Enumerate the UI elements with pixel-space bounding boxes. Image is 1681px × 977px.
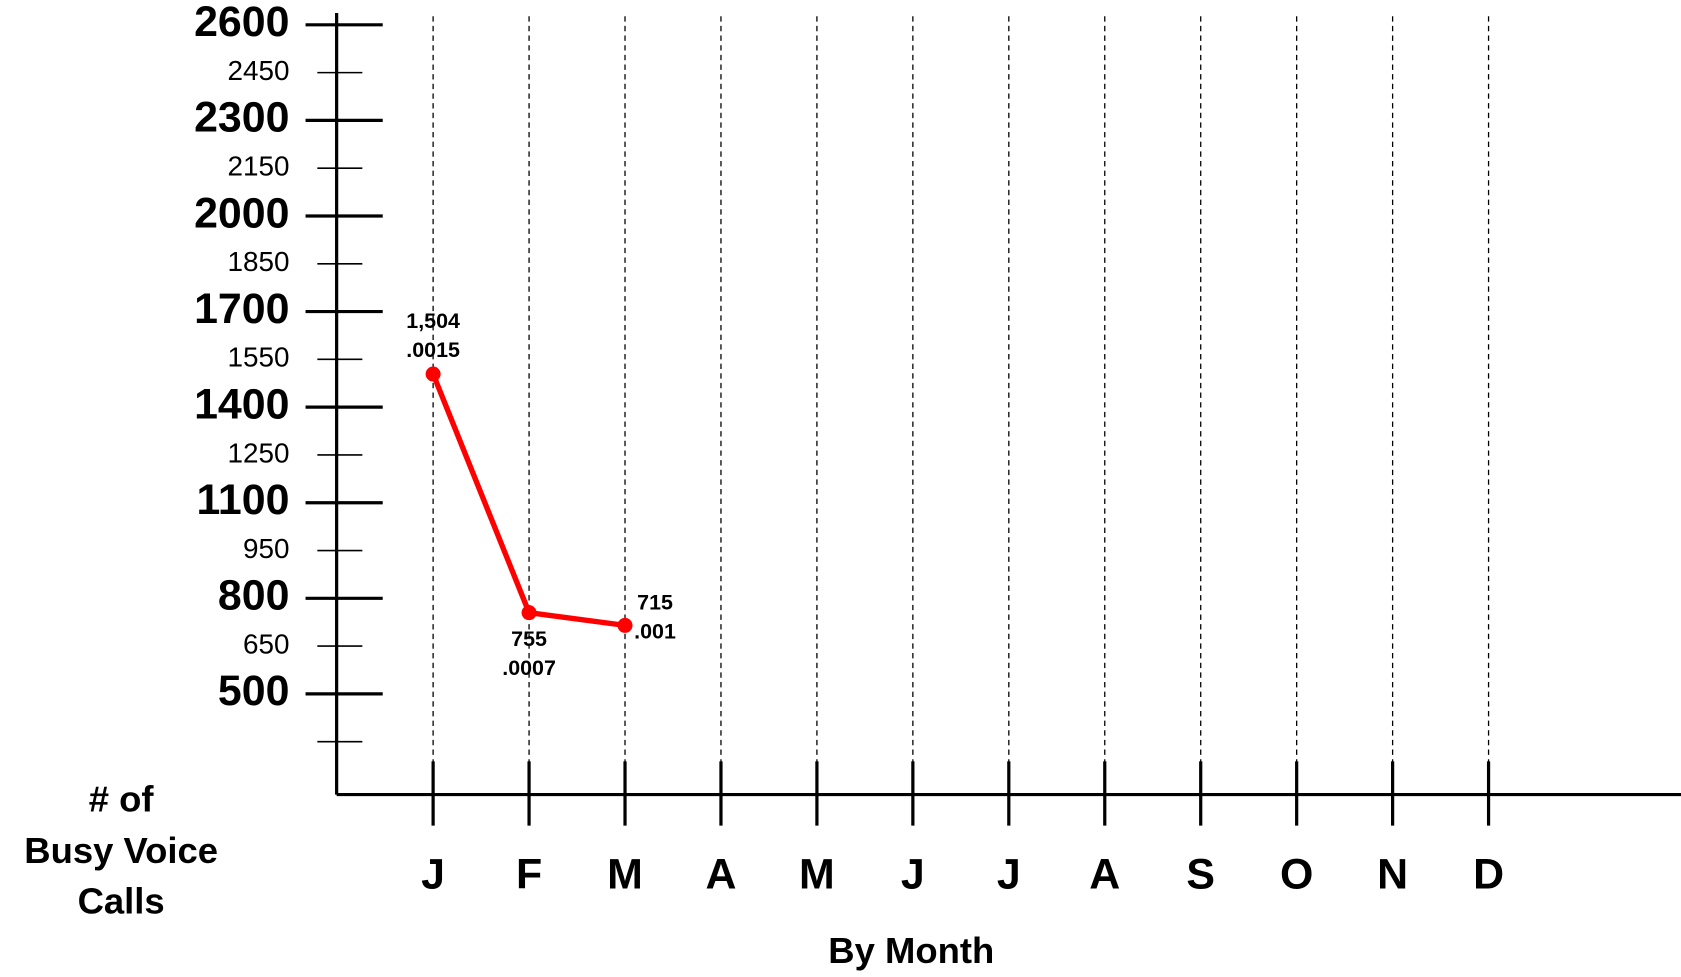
- y-tick-label: 2450: [227, 55, 289, 86]
- value-label: 1,504: [406, 309, 460, 333]
- x-tick-label: J: [997, 850, 1021, 898]
- rate-label: .001: [634, 620, 676, 644]
- y-axis-title: Calls: [78, 881, 165, 922]
- x-tick-label: J: [901, 850, 925, 898]
- x-tick-label: O: [1280, 850, 1313, 898]
- y-tick-label: 1850: [227, 246, 289, 277]
- y-tick-label: 1100: [196, 476, 289, 524]
- rate-label: .0015: [406, 338, 460, 362]
- x-axis-title: By Month: [828, 930, 994, 971]
- y-tick-label: 1250: [227, 437, 289, 468]
- y-tick-label: 2000: [194, 189, 289, 237]
- y-axis-title: # of: [89, 779, 155, 820]
- x-tick-label: A: [705, 850, 736, 898]
- data-point: [425, 366, 441, 382]
- rate-label: .0007: [502, 656, 556, 680]
- data-point: [521, 605, 537, 621]
- y-tick-label: 1700: [194, 285, 289, 333]
- y-tick-label: 650: [243, 628, 289, 659]
- data-point: [617, 617, 633, 633]
- x-tick-label: D: [1473, 850, 1504, 898]
- y-tick-label: 1550: [227, 342, 289, 373]
- x-tick-label: A: [1089, 850, 1120, 898]
- value-label: 755: [511, 627, 547, 651]
- value-label: 715: [637, 591, 673, 615]
- y-tick-label: 2300: [194, 94, 289, 142]
- y-tick-label: 2150: [227, 151, 289, 182]
- y-tick-label: 2600: [194, 0, 289, 46]
- y-tick-label: 1400: [194, 380, 289, 428]
- x-tick-label: F: [516, 850, 542, 898]
- x-tick-label: J: [421, 850, 445, 898]
- x-tick-label: M: [799, 850, 835, 898]
- x-tick-label: M: [607, 850, 643, 898]
- x-tick-label: N: [1377, 850, 1408, 898]
- y-tick-label: 500: [218, 667, 290, 715]
- y-axis-title: Busy Voice: [24, 830, 218, 871]
- x-tick-label: S: [1186, 850, 1215, 898]
- y-tick-label: 950: [243, 533, 289, 564]
- y-tick-label: 800: [218, 572, 290, 620]
